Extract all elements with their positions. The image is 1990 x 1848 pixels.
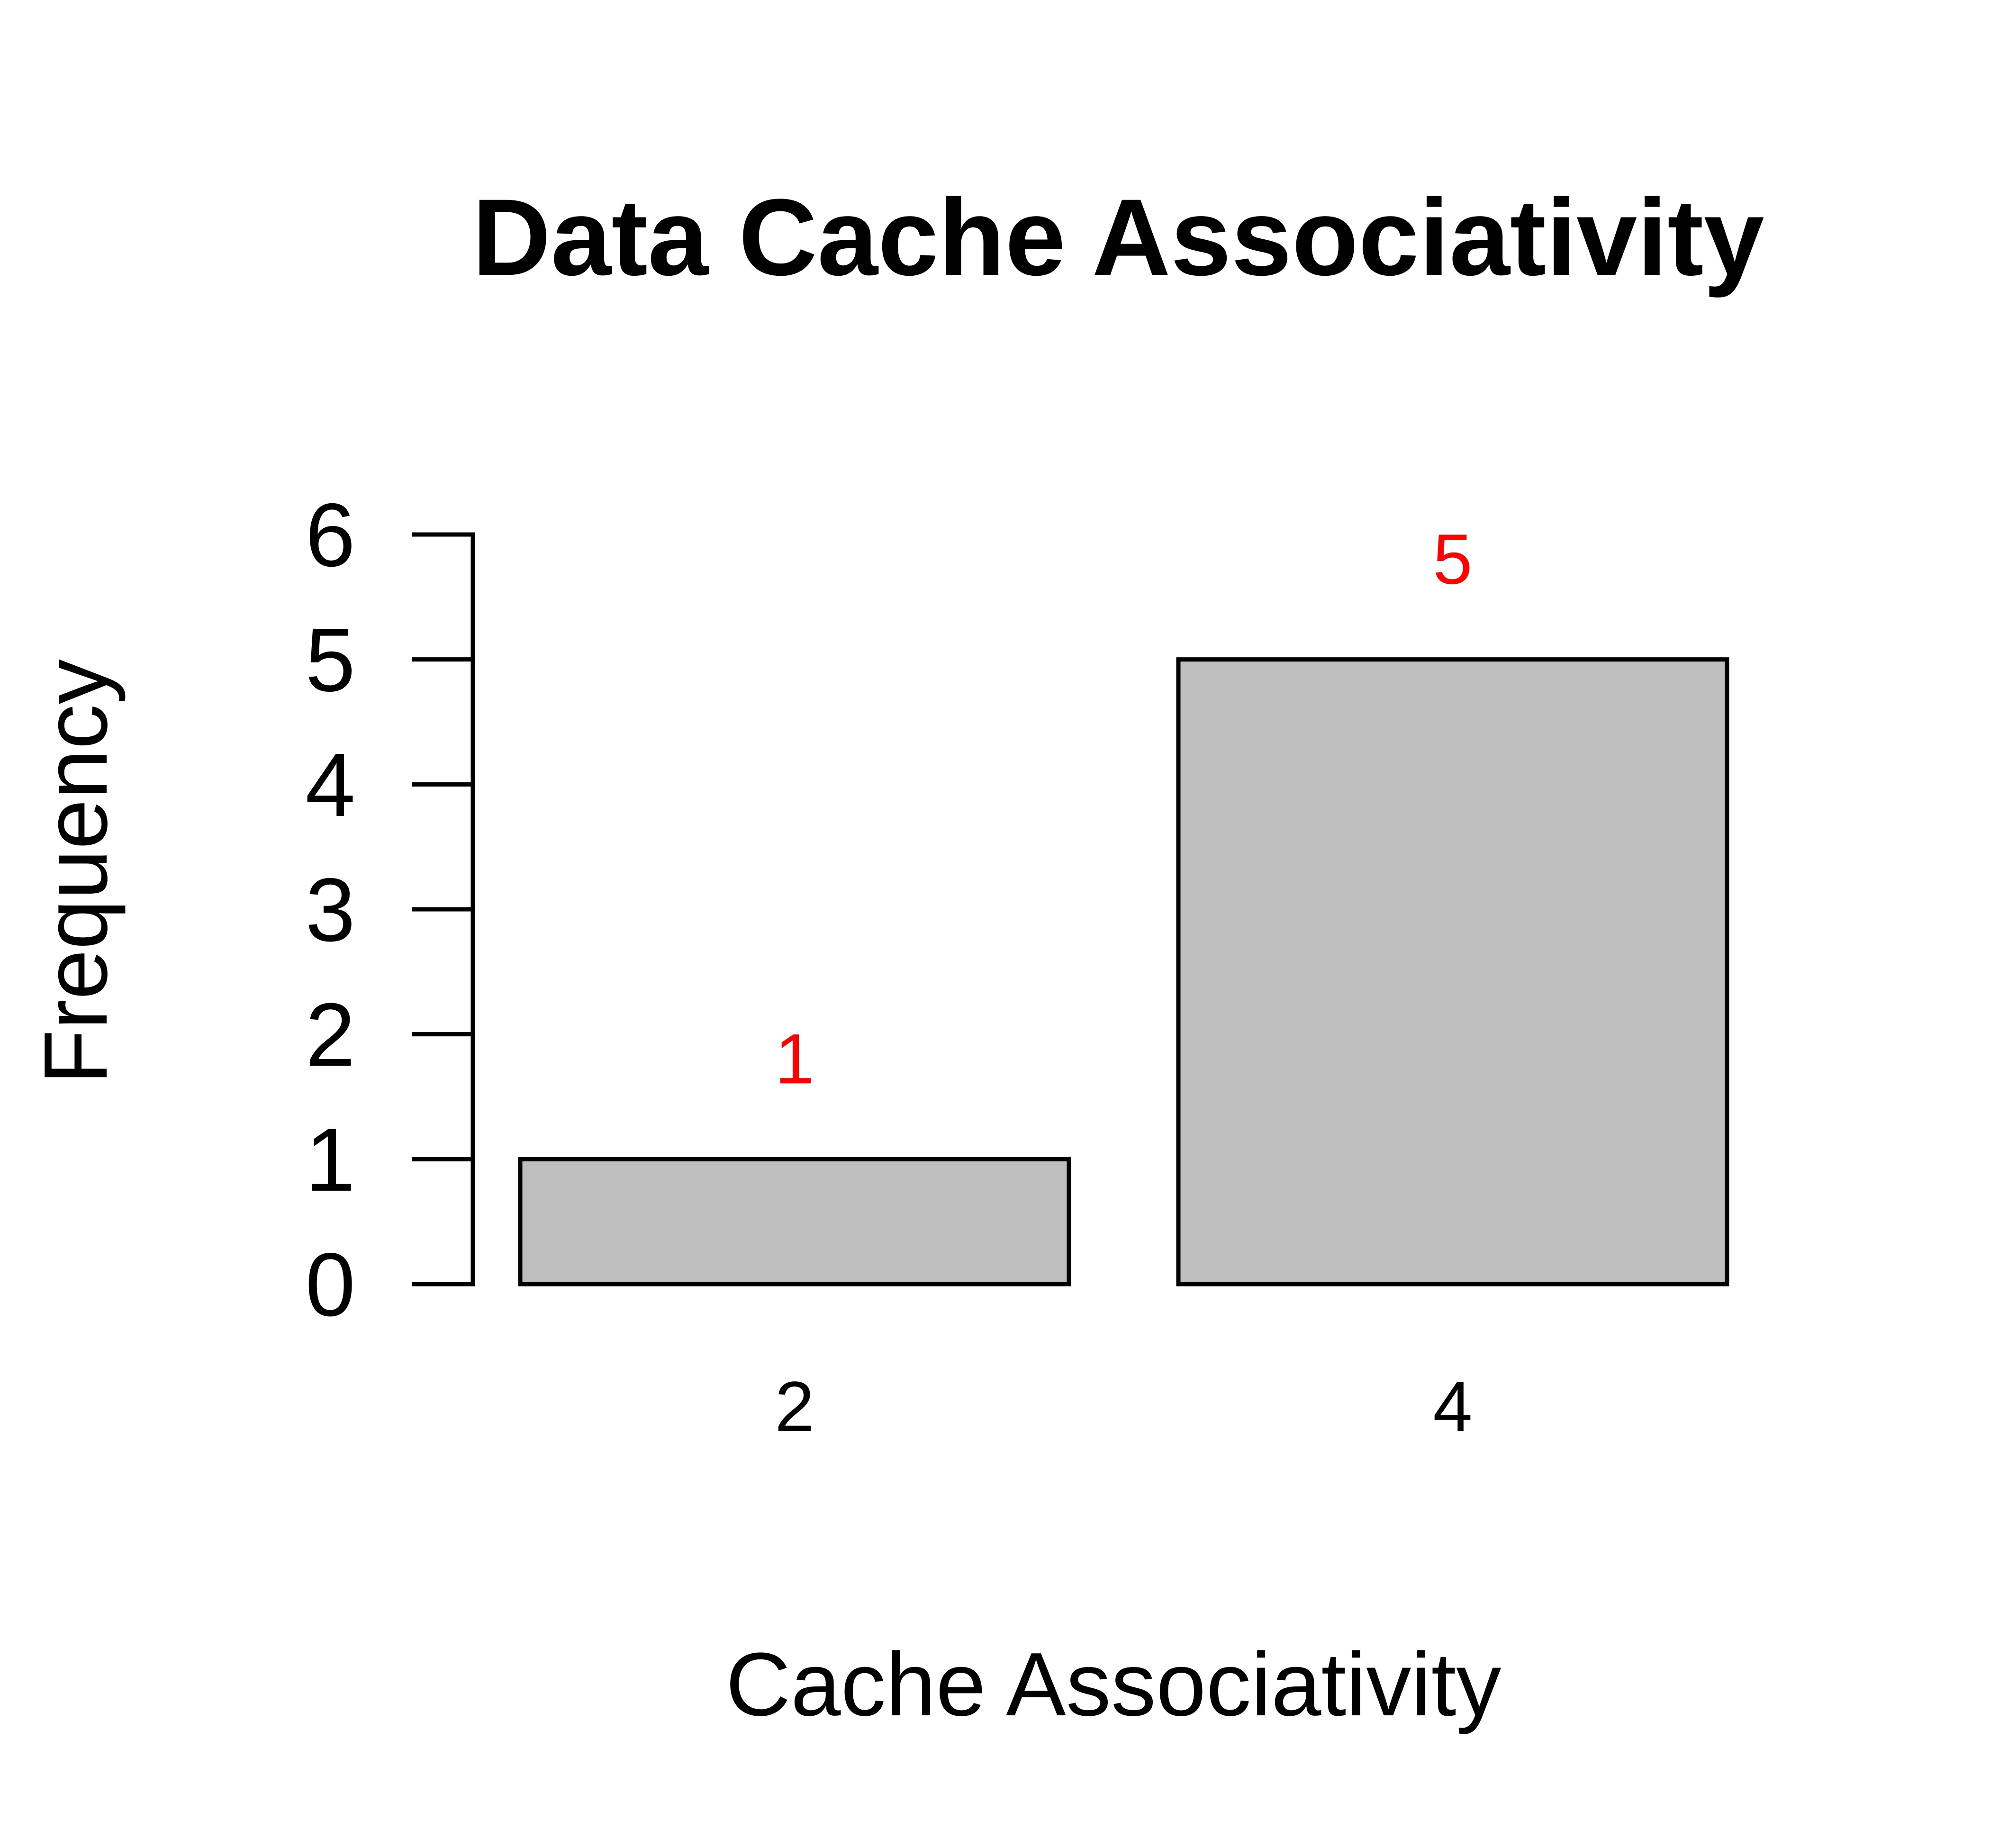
value-labels: 15 bbox=[775, 519, 1472, 1099]
y-tick-label: 0 bbox=[305, 1235, 355, 1335]
y-tick-label: 6 bbox=[305, 485, 355, 586]
y-axis-label: Frequency bbox=[26, 659, 126, 1085]
chart-title: Data Cache Associativity bbox=[472, 176, 1764, 298]
x-axis-label: Cache Associativity bbox=[726, 1634, 1502, 1735]
y-tick-label: 1 bbox=[305, 1110, 355, 1210]
value-label-4: 5 bbox=[1433, 519, 1472, 599]
bars bbox=[518, 657, 1729, 1286]
y-tick-label: 2 bbox=[305, 985, 355, 1085]
bar-4 bbox=[1176, 657, 1729, 1286]
value-label-2: 1 bbox=[775, 1019, 814, 1098]
y-tick-label: 4 bbox=[305, 735, 355, 835]
y-tick-label: 3 bbox=[305, 860, 355, 960]
y-axis: 0 1 2 3 4 5 6 bbox=[305, 485, 475, 1335]
y-tick-label: 5 bbox=[305, 610, 355, 710]
bar-2 bbox=[518, 1157, 1071, 1286]
x-tick-label-2: 2 bbox=[775, 1367, 814, 1446]
x-tick-label-4: 4 bbox=[1433, 1367, 1472, 1446]
